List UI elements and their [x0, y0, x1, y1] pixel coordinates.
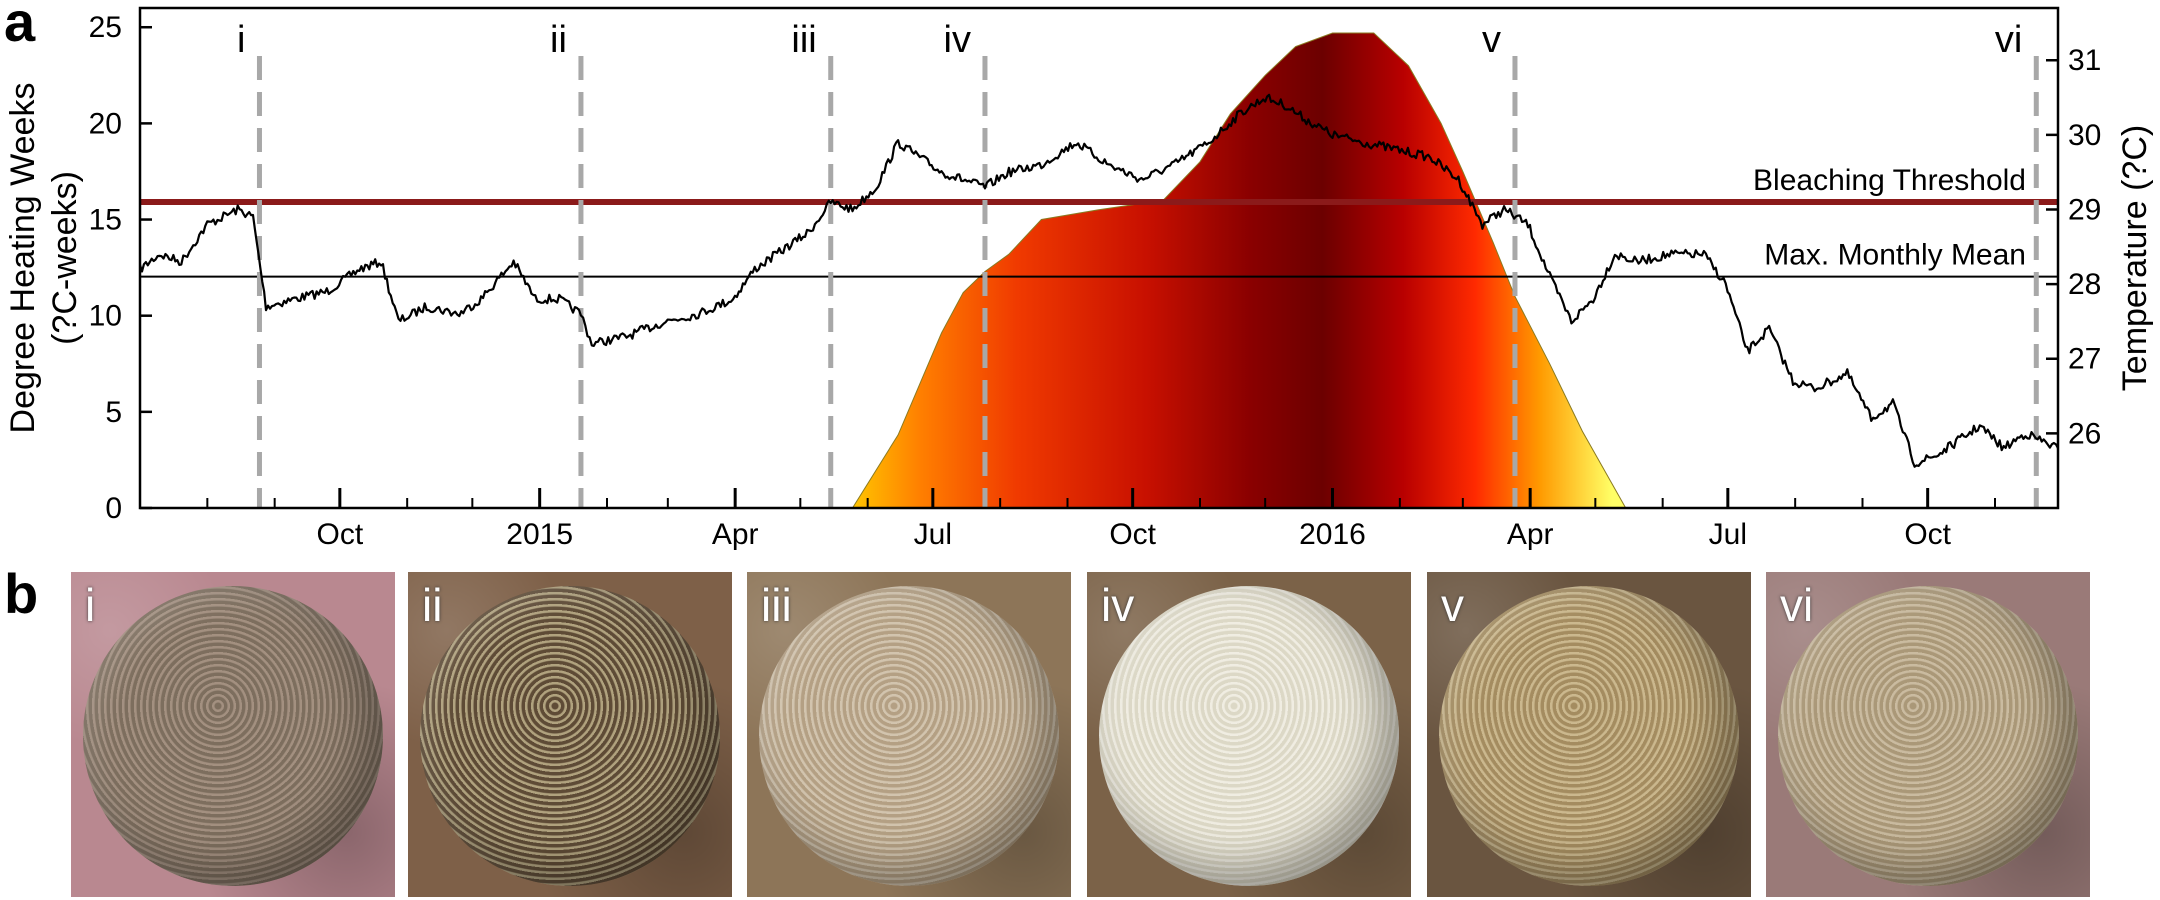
- brain-coral-colony: [420, 586, 720, 886]
- sampling-event-label: i: [237, 19, 245, 61]
- left-axis-tick-label: 5: [105, 396, 122, 429]
- brain-coral-colony: [1099, 586, 1399, 886]
- brain-coral-colony: [83, 586, 383, 886]
- coral-photo: vi: [1766, 572, 2090, 897]
- right-axis-tick-label: 26: [2068, 417, 2101, 450]
- reference-line-label: Bleaching Threshold: [1753, 164, 2026, 197]
- photo-label: vi: [1780, 579, 1814, 631]
- photo-label: iv: [1101, 579, 1135, 631]
- coral-photo: ii: [408, 572, 732, 897]
- sampling-event-label: iii: [791, 19, 816, 61]
- right-axis-tick-label: 28: [2068, 268, 2101, 301]
- left-axis-tick-label: 15: [89, 204, 122, 237]
- sampling-event-label: iv: [944, 19, 971, 61]
- x-axis-tick-label: Jul: [1709, 518, 1747, 551]
- x-axis-tick-label: 2015: [506, 518, 573, 551]
- coral-photo: iv: [1087, 572, 1411, 897]
- x-axis-tick-label: Jul: [914, 518, 952, 551]
- brain-coral-colony: [1439, 586, 1739, 886]
- photo-label: v: [1441, 579, 1464, 631]
- left-axis-tick-label: 0: [105, 492, 122, 525]
- sampling-event-label: v: [1482, 19, 1501, 61]
- sampling-event-label: ii: [550, 19, 567, 61]
- coral-photo: i: [71, 572, 395, 897]
- coral-photo: iii: [747, 572, 1071, 897]
- right-axis-tick-label: 29: [2068, 193, 2101, 226]
- photo-label: i: [85, 579, 96, 631]
- panel-a-label: a: [4, 0, 36, 53]
- x-axis-tick-label: Apr: [712, 518, 759, 551]
- left-axis-tick-label: 20: [89, 107, 122, 140]
- right-axis-title: Temperature (?C): [2116, 125, 2154, 391]
- x-axis-tick-label: Oct: [1109, 518, 1156, 551]
- x-axis-tick-label: Oct: [1904, 518, 1951, 551]
- brain-coral-colony: [759, 586, 1059, 886]
- right-axis-tick-label: 31: [2068, 44, 2101, 77]
- brain-coral-colony: [1778, 586, 2078, 886]
- plot-frame: [138, 6, 2060, 510]
- x-axis-tick-label: Oct: [317, 518, 364, 551]
- left-axis-title-line: Degree Heating Weeks: [4, 83, 42, 434]
- panel-b-label: b: [4, 562, 39, 625]
- sampling-event-label: vi: [1995, 19, 2022, 61]
- left-axis-tick-label: 25: [89, 11, 122, 44]
- right-axis-tick-label: 30: [2068, 119, 2101, 152]
- left-axis-title: Degree Heating Weeks (?C-weeks): [4, 83, 84, 434]
- right-axis-tick-label: 27: [2068, 343, 2101, 376]
- photo-label: ii: [422, 579, 443, 631]
- coral-photo: v: [1427, 572, 1751, 897]
- x-axis-tick-label: 2016: [1299, 518, 1366, 551]
- reference-line-label: Max. Monthly Mean: [1764, 239, 2026, 272]
- x-axis-tick-label: Apr: [1507, 518, 1554, 551]
- left-axis-tick-label: 10: [89, 300, 122, 333]
- left-axis-title-line: (?C-weeks): [46, 171, 84, 345]
- temperature-series-line: [138, 93, 2059, 468]
- dhw-area: [851, 32, 1627, 509]
- photo-label: iii: [761, 579, 792, 631]
